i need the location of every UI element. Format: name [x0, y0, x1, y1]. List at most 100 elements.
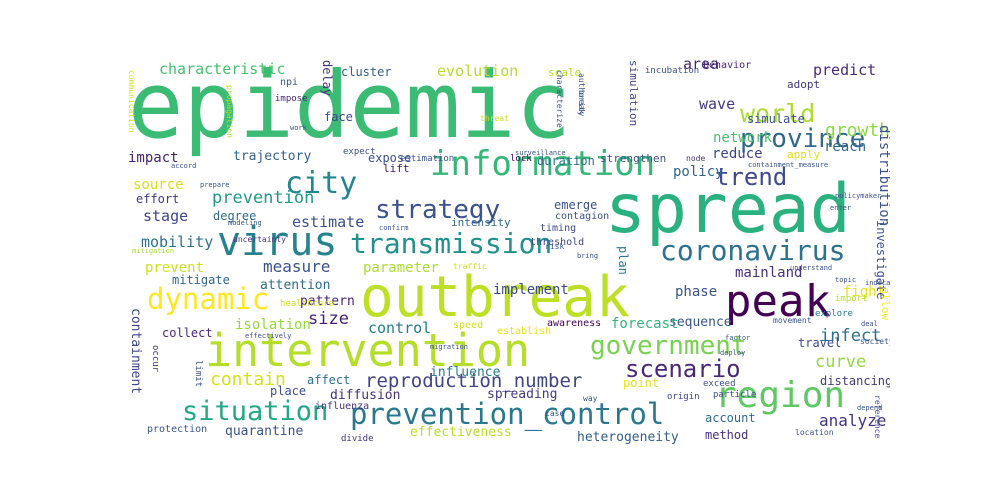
word-case: case: [545, 409, 565, 418]
word-behavior: behavior: [703, 60, 752, 71]
word-prevention-control: prevention_control: [350, 397, 665, 431]
word-uncertainty: uncertainty: [233, 235, 286, 244]
word-cluster: cluster: [341, 65, 392, 79]
word-lock: lock: [510, 154, 532, 164]
word-break: break: [577, 90, 586, 115]
word-epidemic: epidemic: [128, 55, 572, 159]
word-dynamic: dynamic: [147, 282, 270, 316]
word-contain: contain: [210, 369, 286, 390]
word-node: node: [686, 154, 706, 163]
word-deploy: deploy: [720, 349, 746, 357]
word-topic: topic: [835, 276, 857, 284]
word-effort: effort: [136, 192, 180, 206]
word-province: province: [740, 124, 866, 154]
word-particle: particle: [713, 390, 757, 400]
word-healthcare: healthcare: [280, 299, 335, 309]
word-explore: explore: [815, 309, 853, 319]
word-containment: containment: [128, 308, 143, 395]
word-characterize: characterize: [555, 70, 564, 128]
word-propagation: propagation: [225, 85, 234, 138]
word-influenza: influenza: [315, 401, 370, 412]
word-prevention: prevention: [212, 188, 315, 208]
word-society: society: [860, 337, 890, 346]
word-timing: timing: [540, 223, 577, 234]
word-incubation: incubation: [645, 66, 700, 76]
word-spread: spread: [605, 170, 851, 249]
word-threat: threat: [480, 114, 509, 123]
word-surveillance: surveillance: [515, 149, 566, 157]
word-containment-measure: containment_measure: [748, 161, 829, 169]
word-scale: scale: [548, 66, 582, 79]
word-implement: implement: [493, 282, 569, 298]
word-situation: situation: [182, 396, 329, 427]
word-sequence: sequence: [669, 315, 732, 330]
word-mitigate: mitigate: [172, 273, 230, 287]
word-information: information: [430, 144, 656, 184]
word-isolation: isolation: [235, 317, 311, 333]
word-policymaker: policymaker: [835, 192, 882, 200]
word-limit: limit: [193, 360, 203, 388]
word-enter: enter: [830, 204, 852, 212]
word-modeling: modeling: [228, 219, 262, 227]
word-control: control: [368, 319, 432, 337]
word-intensity: intensity: [451, 216, 511, 229]
word-distribution: distribution: [876, 125, 890, 227]
word-reduce: reduce: [712, 146, 763, 162]
word-pattern: pattern: [300, 294, 355, 309]
word-predict: predict: [813, 61, 877, 79]
word-travel: travel: [798, 336, 842, 350]
word-apply: apply: [787, 148, 821, 161]
word-infect: infect: [820, 326, 882, 346]
word-degree: degree: [213, 209, 257, 223]
word-effectively: effectively: [245, 332, 292, 340]
word-trajectory: trajectory: [233, 149, 312, 164]
word-occur: occur: [150, 345, 160, 373]
word-characteristic: characteristic: [159, 60, 286, 78]
word-awareness: awareness: [547, 318, 602, 329]
word-distancing: distancing: [820, 374, 890, 388]
word-reach: reach: [824, 139, 867, 155]
word-quarantine: quarantine: [225, 424, 304, 439]
word-expose: expose: [368, 151, 412, 165]
word-stage: stage: [143, 207, 189, 225]
word-heterogeneity: heterogeneity: [577, 430, 679, 445]
word-mobility: mobility: [141, 233, 214, 251]
word-strengthen: strengthen: [600, 152, 667, 165]
word-scenario: scenario: [625, 355, 741, 383]
word-spreading: spreading: [487, 387, 558, 402]
word-deal: deal: [861, 320, 878, 328]
word-policy: policy: [673, 164, 724, 180]
word-reproduction-number: reproduction_number: [365, 370, 583, 392]
word-speed: speed: [453, 320, 484, 331]
word-effectiveness: effectiveness: [410, 425, 512, 440]
word-prepare: prepare: [200, 181, 230, 189]
word-intervention: intervention: [205, 324, 531, 377]
word-measure: measure: [263, 257, 331, 276]
word-expect: expect: [343, 147, 376, 157]
word-curve: curve: [815, 352, 867, 372]
word-analyze: analyze: [819, 411, 887, 430]
word-communication: communication: [127, 70, 136, 133]
word-transmission: transmission: [350, 227, 553, 260]
word-impact: impact: [128, 150, 179, 166]
word-account: account: [705, 411, 756, 425]
word-establish: establish: [497, 326, 552, 337]
word-duration: duration: [537, 154, 595, 168]
word-influence: influence: [430, 365, 501, 380]
word-collect: collect: [162, 326, 213, 340]
word-work: work: [290, 124, 307, 132]
word-point: point: [623, 376, 660, 390]
word-strategy: strategy: [375, 195, 501, 225]
word-lift: lift: [383, 162, 410, 175]
word-parameter: parameter: [363, 260, 439, 276]
word-npi: npi: [280, 77, 299, 88]
word-source: source: [133, 177, 184, 193]
word-threshold: threshold: [530, 237, 585, 248]
word-plan: plan: [616, 246, 630, 275]
word-fight: fight: [843, 284, 886, 300]
word-wave: wave: [699, 95, 736, 113]
word-import: import: [835, 294, 868, 304]
word-estimation: estimation: [400, 154, 455, 164]
word-place: place: [270, 384, 307, 398]
word-confirm: confirm: [379, 224, 409, 232]
